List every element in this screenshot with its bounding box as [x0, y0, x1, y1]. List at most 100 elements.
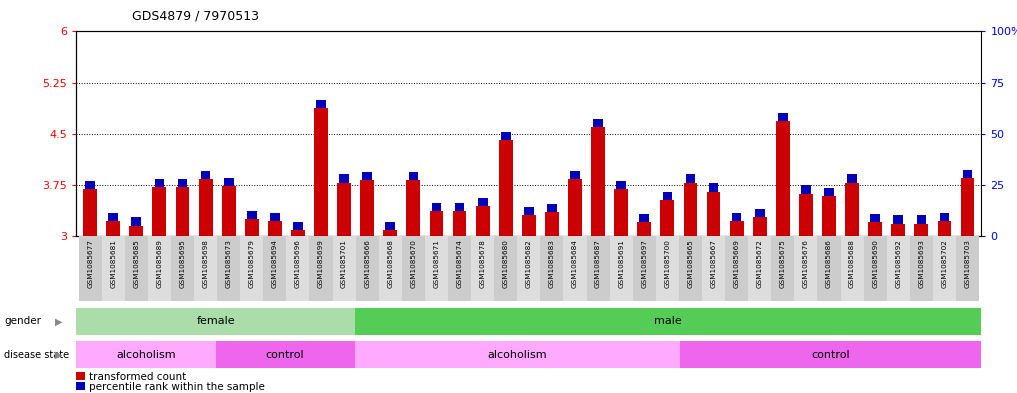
- Bar: [616, 181, 626, 189]
- Text: GSM1085672: GSM1085672: [757, 239, 763, 288]
- Bar: [702, 236, 725, 301]
- Bar: [961, 178, 974, 236]
- Bar: [125, 236, 147, 301]
- Text: ▶: ▶: [55, 350, 62, 360]
- Bar: [679, 342, 981, 368]
- Bar: [916, 215, 926, 224]
- Bar: [614, 189, 629, 236]
- Text: GDS4879 / 7970513: GDS4879 / 7970513: [132, 10, 259, 23]
- Bar: [178, 178, 187, 187]
- Bar: [453, 211, 467, 236]
- Bar: [725, 236, 749, 301]
- Bar: [709, 184, 718, 191]
- Bar: [355, 342, 679, 368]
- Bar: [455, 203, 465, 211]
- Bar: [171, 236, 194, 301]
- Bar: [824, 188, 834, 196]
- Bar: [147, 236, 171, 301]
- Bar: [776, 121, 790, 236]
- Bar: [685, 174, 696, 183]
- Bar: [83, 189, 97, 236]
- Bar: [402, 236, 425, 301]
- Bar: [107, 221, 120, 236]
- Bar: [799, 194, 813, 236]
- Bar: [794, 236, 818, 301]
- Bar: [129, 226, 143, 236]
- Bar: [409, 172, 418, 180]
- Text: GSM1085678: GSM1085678: [480, 239, 486, 288]
- Bar: [730, 221, 743, 236]
- Text: GSM1085679: GSM1085679: [249, 239, 255, 288]
- Bar: [356, 236, 378, 301]
- Text: GSM1085702: GSM1085702: [942, 239, 948, 288]
- Bar: [771, 236, 794, 301]
- Text: GSM1085701: GSM1085701: [341, 239, 347, 288]
- Text: GSM1085670: GSM1085670: [411, 239, 416, 288]
- Bar: [547, 204, 556, 212]
- Bar: [478, 198, 487, 206]
- Bar: [176, 187, 189, 236]
- Bar: [518, 236, 540, 301]
- Bar: [638, 222, 651, 236]
- Text: GSM1085675: GSM1085675: [780, 239, 786, 288]
- Bar: [545, 212, 559, 236]
- Text: gender: gender: [4, 316, 41, 326]
- Bar: [471, 236, 494, 301]
- Bar: [407, 180, 420, 236]
- Text: GSM1085687: GSM1085687: [595, 239, 601, 288]
- Text: GSM1085684: GSM1085684: [572, 239, 578, 288]
- Text: GSM1085693: GSM1085693: [918, 239, 924, 288]
- Bar: [869, 222, 882, 236]
- Bar: [524, 207, 534, 215]
- Bar: [569, 179, 582, 236]
- Bar: [476, 206, 489, 236]
- Bar: [287, 236, 309, 301]
- Bar: [291, 230, 305, 236]
- Bar: [914, 224, 929, 236]
- Bar: [216, 342, 355, 368]
- Text: GSM1085686: GSM1085686: [826, 239, 832, 288]
- Bar: [662, 192, 672, 200]
- Bar: [871, 214, 880, 222]
- Bar: [707, 191, 720, 236]
- Text: GSM1085689: GSM1085689: [157, 239, 163, 288]
- Bar: [841, 236, 863, 301]
- Bar: [153, 187, 167, 236]
- Bar: [198, 179, 213, 236]
- Bar: [224, 178, 234, 186]
- Bar: [732, 213, 741, 221]
- Bar: [679, 236, 702, 301]
- Bar: [245, 219, 258, 236]
- Text: GSM1085671: GSM1085671: [433, 239, 439, 288]
- Bar: [683, 183, 698, 236]
- Bar: [76, 342, 216, 368]
- Bar: [78, 236, 102, 301]
- Bar: [887, 236, 910, 301]
- Text: alcoholism: alcoholism: [487, 350, 547, 360]
- Bar: [76, 308, 355, 334]
- Bar: [263, 236, 287, 301]
- Bar: [587, 236, 609, 301]
- Bar: [131, 217, 141, 226]
- Bar: [429, 211, 443, 236]
- Bar: [609, 236, 633, 301]
- Bar: [316, 99, 325, 108]
- Text: GSM1085691: GSM1085691: [618, 239, 624, 288]
- Text: ▶: ▶: [55, 316, 62, 326]
- Bar: [591, 127, 605, 236]
- Bar: [431, 203, 441, 211]
- Bar: [640, 214, 649, 222]
- Text: percentile rank within the sample: percentile rank within the sample: [88, 382, 264, 392]
- Bar: [656, 236, 679, 301]
- Bar: [963, 170, 972, 178]
- Text: GSM1085700: GSM1085700: [664, 239, 670, 288]
- Bar: [660, 200, 674, 236]
- Bar: [247, 211, 256, 219]
- Bar: [956, 236, 979, 301]
- Bar: [293, 222, 303, 230]
- Bar: [910, 236, 933, 301]
- Bar: [378, 236, 402, 301]
- Text: GSM1085674: GSM1085674: [457, 239, 463, 288]
- Bar: [563, 236, 587, 301]
- Bar: [501, 132, 511, 140]
